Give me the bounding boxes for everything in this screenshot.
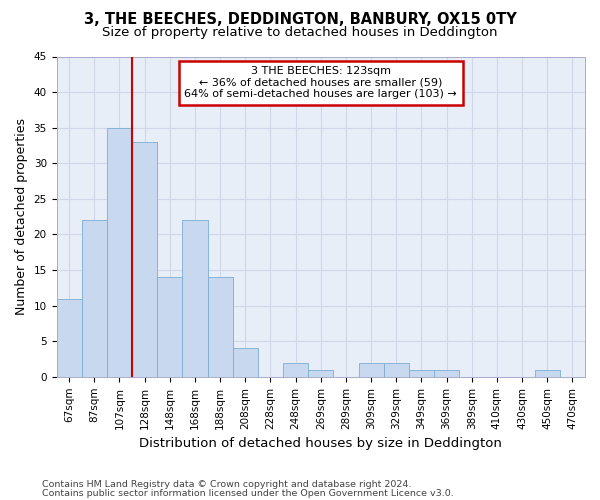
- Bar: [208, 277, 233, 377]
- Bar: [182, 220, 208, 377]
- Text: 3, THE BEECHES, DEDDINGTON, BANBURY, OX15 0TY: 3, THE BEECHES, DEDDINGTON, BANBURY, OX1…: [83, 12, 517, 26]
- Y-axis label: Number of detached properties: Number of detached properties: [15, 118, 28, 315]
- Bar: [233, 348, 258, 377]
- Text: 3 THE BEECHES: 123sqm
← 36% of detached houses are smaller (59)
64% of semi-deta: 3 THE BEECHES: 123sqm ← 36% of detached …: [184, 66, 457, 100]
- Bar: [283, 362, 308, 377]
- Bar: [409, 370, 434, 377]
- Text: Size of property relative to detached houses in Deddington: Size of property relative to detached ho…: [102, 26, 498, 39]
- Bar: [434, 370, 459, 377]
- Bar: [56, 298, 82, 377]
- X-axis label: Distribution of detached houses by size in Deddington: Distribution of detached houses by size …: [139, 437, 502, 450]
- Bar: [383, 362, 409, 377]
- Bar: [535, 370, 560, 377]
- Text: Contains public sector information licensed under the Open Government Licence v3: Contains public sector information licen…: [42, 489, 454, 498]
- Bar: [157, 277, 182, 377]
- Bar: [359, 362, 383, 377]
- Bar: [107, 128, 132, 377]
- Bar: [132, 142, 157, 377]
- Bar: [308, 370, 334, 377]
- Text: Contains HM Land Registry data © Crown copyright and database right 2024.: Contains HM Land Registry data © Crown c…: [42, 480, 412, 489]
- Bar: [82, 220, 107, 377]
